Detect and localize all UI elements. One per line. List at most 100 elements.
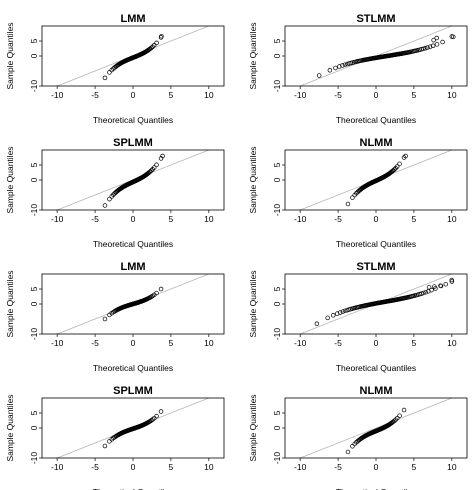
data-point [354, 191, 359, 196]
data-point [390, 168, 396, 173]
data-point [429, 287, 434, 293]
qq-panel-4: NLMM -10 -5 0 5 10 -10 0 5 Theoretical Quantiles S… [248, 137, 468, 249]
plot-area [299, 274, 455, 334]
y-tick-label: 5 [272, 38, 282, 43]
y-axis-label: Sample Quantiles [5, 22, 15, 89]
x-tick-label: 10 [204, 338, 214, 348]
data-point [345, 449, 351, 455]
x-tick-label: 5 [412, 462, 417, 472]
y-tick-label: 0 [272, 425, 282, 430]
data-point [331, 313, 336, 318]
x-tick-label: 5 [169, 90, 174, 100]
y-axis-label: Sample Quantiles [5, 270, 15, 337]
data-point [392, 167, 397, 172]
x-tick-label: 5 [412, 90, 417, 100]
y-tick-label: 5 [29, 162, 39, 167]
data-point [431, 37, 436, 43]
reference-line [299, 398, 453, 458]
plot-area [299, 26, 456, 86]
data-point [340, 309, 346, 314]
plot-area [299, 398, 453, 458]
data-point [158, 409, 164, 414]
x-tick-label: 10 [447, 338, 457, 348]
x-tick-label: 0 [131, 214, 136, 224]
qq-panel-8: NLMM -10 -5 0 5 10 -10 0 5 Theoretical Quantiles S… [248, 385, 468, 490]
data-point [443, 281, 449, 287]
x-tick-label: -10 [51, 462, 64, 472]
x-axis-label: Theoretical Quantiles [93, 487, 173, 490]
data-point [430, 43, 436, 48]
x-tick-label: -10 [294, 462, 307, 472]
data-point [421, 46, 426, 52]
plot-area [56, 274, 210, 334]
data-point [147, 169, 153, 174]
y-tick-label: 0 [29, 425, 39, 430]
y-axis-label: Sample Quantiles [5, 146, 15, 213]
panel-title: NLMM [360, 385, 393, 397]
data-point [151, 43, 157, 48]
x-tick-label: 5 [169, 462, 174, 472]
qq-panel-5: LMM -10 -5 0 5 10 -10 0 5 Theoretical Quantiles Sa… [5, 261, 225, 373]
x-tick-label: -10 [51, 214, 64, 224]
x-tick-label: 10 [204, 462, 214, 472]
panel-title: STLMM [356, 261, 395, 273]
x-tick-label: -5 [91, 462, 99, 472]
x-tick-label: -5 [334, 214, 342, 224]
y-axis-label: Sample Quantiles [5, 394, 15, 461]
data-point [423, 289, 429, 295]
data-point [438, 283, 443, 288]
data-point [340, 63, 345, 68]
plot-area [56, 398, 210, 458]
panel-title: SPLMM [113, 385, 153, 397]
data-point [333, 65, 338, 71]
x-tick-label: -10 [51, 90, 64, 100]
data-point [421, 290, 426, 296]
x-tick-label: 0 [374, 214, 379, 224]
qq-panel-2: STLMM -10 -5 0 5 10 -10 0 5 Theoretical Quantiles… [248, 13, 468, 125]
data-point [149, 418, 154, 423]
y-tick-label: 5 [272, 162, 282, 167]
data-point [316, 73, 322, 78]
qq-panel-7: SPLMM -10 -5 0 5 10 -10 0 5 Theoretical Quantiles… [5, 385, 225, 490]
y-tick-label: -10 [29, 452, 39, 465]
panel-title: STLMM [356, 13, 395, 25]
x-tick-label: 10 [447, 90, 457, 100]
y-axis-label: Sample Quantiles [248, 22, 258, 89]
data-point [345, 201, 351, 207]
qq-panel-1: LMM -10 -5 0 5 10 -10 0 5 Theoretical Quantiles Sa… [5, 13, 225, 125]
y-tick-label: 5 [29, 38, 39, 43]
data-point [154, 413, 159, 419]
data-point [158, 286, 164, 292]
y-tick-label: 5 [272, 286, 282, 291]
y-tick-label: 0 [29, 53, 39, 58]
plot-area [299, 150, 453, 210]
panel-title: NLMM [360, 137, 393, 149]
y-tick-label: 0 [29, 177, 39, 182]
x-axis-label: Theoretical Quantiles [336, 487, 416, 490]
data-point [449, 34, 455, 39]
panel-title: LMM [120, 13, 145, 25]
data-point [434, 35, 439, 41]
panel-title: SPLMM [113, 137, 153, 149]
plot-area [56, 150, 210, 210]
x-tick-label: 5 [169, 338, 174, 348]
data-point [350, 195, 355, 200]
data-point [154, 162, 159, 168]
data-point [425, 45, 430, 50]
x-tick-label: 5 [412, 338, 417, 348]
data-point [432, 284, 437, 289]
data-point [434, 42, 440, 47]
data-point [337, 64, 342, 69]
x-axis-label: Theoretical Quantiles [93, 363, 173, 373]
y-axis-label: Sample Quantiles [248, 146, 258, 213]
data-point [107, 196, 112, 202]
data-point [107, 70, 112, 75]
data-point [401, 407, 407, 413]
x-tick-label: 10 [204, 214, 214, 224]
x-tick-label: -10 [294, 214, 307, 224]
y-tick-label: 0 [272, 53, 282, 58]
x-axis-label: Theoretical Quantiles [93, 239, 173, 249]
y-tick-label: -10 [29, 80, 39, 93]
data-point [342, 62, 348, 67]
data-point [149, 168, 154, 173]
